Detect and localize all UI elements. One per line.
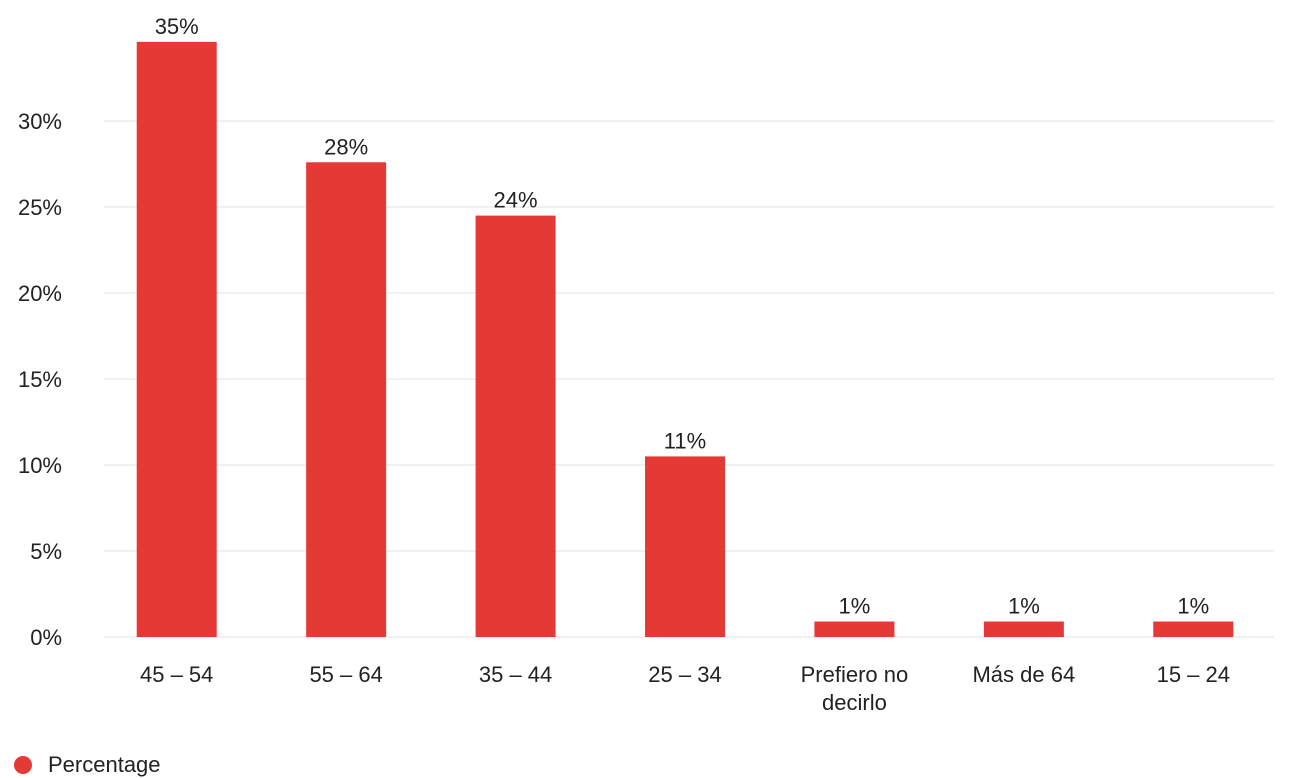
bar bbox=[814, 621, 895, 637]
legend-swatch-percentage bbox=[14, 756, 32, 774]
bar bbox=[645, 456, 726, 637]
data-label: 1% bbox=[1008, 594, 1040, 619]
data-label: 1% bbox=[839, 594, 871, 619]
bar bbox=[983, 621, 1064, 637]
bar bbox=[306, 162, 387, 637]
y-tick-label: 25% bbox=[18, 195, 62, 220]
x-tick-label: 55 – 64 bbox=[309, 662, 382, 687]
y-axis-tick-labels: 0% 5% 10% 15% 20% 25% 30% bbox=[18, 109, 62, 650]
y-tick-label: 15% bbox=[18, 367, 62, 392]
x-tick-label: 35 – 44 bbox=[479, 662, 552, 687]
bar bbox=[136, 41, 217, 637]
x-tick-label: Más de 64 bbox=[972, 662, 1075, 687]
x-tick-label: 25 – 34 bbox=[648, 662, 721, 687]
y-tick-label: 10% bbox=[18, 453, 62, 478]
y-tick-label: 30% bbox=[18, 109, 62, 134]
legend: Percentage bbox=[14, 752, 161, 778]
data-label: 35% bbox=[155, 14, 199, 39]
data-label: 24% bbox=[494, 188, 538, 213]
bar bbox=[1153, 621, 1234, 637]
legend-label-percentage: Percentage bbox=[48, 752, 161, 777]
bars bbox=[136, 41, 1234, 637]
x-axis-tick-labels: 45 – 54 55 – 64 35 – 44 25 – 34 Prefiero no d… bbox=[140, 662, 1230, 715]
bar bbox=[475, 215, 556, 637]
data-label: 11% bbox=[664, 428, 706, 453]
data-label: 1% bbox=[1177, 594, 1209, 619]
x-tick-label: 45 – 54 bbox=[140, 662, 213, 687]
y-tick-label: 20% bbox=[18, 281, 62, 306]
data-labels: 35% 28% 24% 11% 1% 1% 1% bbox=[155, 14, 1210, 619]
bar-chart: 0% 5% 10% 15% 20% 25% 30% 35% 28% 24% 11% 1% 1% 1% 4… bbox=[18, 14, 1274, 715]
y-tick-label: 5% bbox=[30, 539, 62, 564]
y-tick-label: 0% bbox=[30, 625, 62, 650]
data-label: 28% bbox=[324, 134, 368, 159]
x-tick-label: Prefiero no decirlo bbox=[801, 662, 909, 715]
x-tick-label: 15 – 24 bbox=[1157, 662, 1230, 687]
